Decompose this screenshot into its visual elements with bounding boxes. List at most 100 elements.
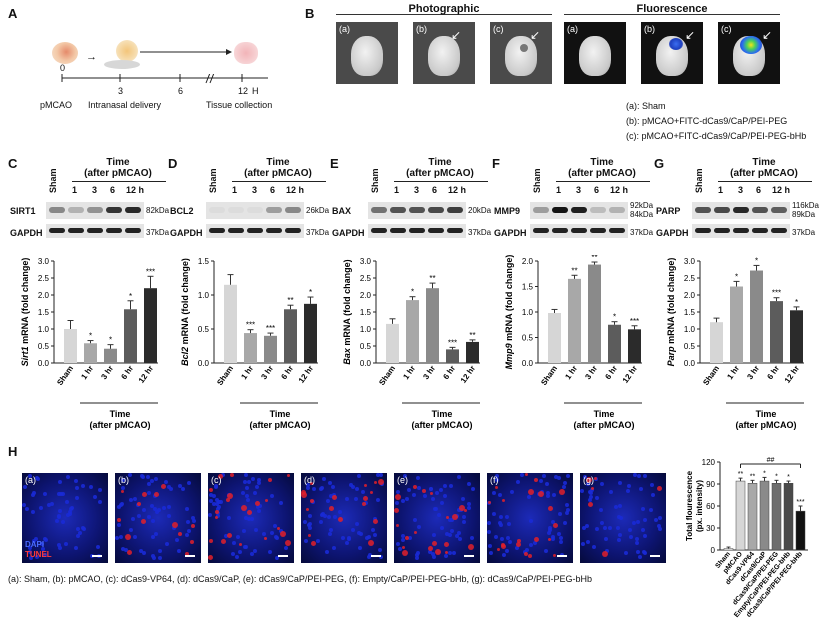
gapdh-band xyxy=(533,228,549,233)
gapdh-band xyxy=(285,228,301,233)
lane-label: 6 xyxy=(756,185,762,195)
bar xyxy=(783,483,794,551)
gapdh-band xyxy=(209,228,225,233)
gapdh-label: GAPDH xyxy=(332,228,365,238)
scale-bar xyxy=(557,555,567,557)
gapdh-band xyxy=(695,228,711,233)
y-axis-label: Bcl2 mRNA (fold change) xyxy=(180,258,190,366)
bar xyxy=(84,343,97,363)
bar xyxy=(795,510,806,551)
time-header-sub: (after pMCAO) xyxy=(568,168,636,179)
y-tick-label: 120 xyxy=(702,458,716,467)
category-label: 6 hr xyxy=(119,364,135,381)
time-header-sub: (after pMCAO) xyxy=(730,168,798,179)
protein-band xyxy=(571,207,587,213)
protein-band xyxy=(266,207,282,213)
protein-band xyxy=(733,207,749,213)
bracket-label: ## xyxy=(767,457,775,464)
protein-label: BCL2 xyxy=(170,206,194,216)
panel-label-f: F xyxy=(492,156,500,171)
scale-bar xyxy=(185,555,195,557)
lane-label-sham: Sham xyxy=(208,168,218,193)
image-label: (f) xyxy=(490,475,499,485)
bar xyxy=(244,333,257,363)
gapdh-band xyxy=(68,228,84,233)
bar xyxy=(723,548,734,551)
arrow-icon: ↙ xyxy=(451,28,462,42)
y-tick-label: 30 xyxy=(706,524,715,533)
arrow-icon: ↙ xyxy=(685,28,696,42)
time-header-sub: (after pMCAO) xyxy=(244,168,312,179)
time-bracket xyxy=(718,181,812,182)
y-tick-label: 1.0 xyxy=(522,308,534,317)
gapdh-band xyxy=(228,228,244,233)
bar xyxy=(284,309,297,363)
timeline-event: Intranasal delivery xyxy=(88,100,162,110)
time-header: Time xyxy=(106,157,130,168)
category-label: 1 hr xyxy=(725,364,741,381)
lane-label: 1 xyxy=(556,185,562,195)
gapdh-band xyxy=(371,228,387,233)
bar xyxy=(466,341,479,363)
time-header-sub: (after pMCAO) xyxy=(84,168,152,179)
x-axis-label: Time xyxy=(270,409,291,419)
lane-label: 1 xyxy=(394,185,400,195)
protein-band xyxy=(68,207,84,213)
time-header: Time xyxy=(752,157,776,168)
category-label: 6 hr xyxy=(765,364,781,381)
brain-fluor-pmcao: (b) ↙ xyxy=(641,22,703,84)
category-label: 3 hr xyxy=(745,364,761,381)
y-tick-label: 2.0 xyxy=(360,291,372,300)
gapdh-band xyxy=(125,228,141,233)
time-header: Time xyxy=(266,157,290,168)
x-axis-sublabel: (after pMCAO) xyxy=(250,420,311,430)
gapdh-band xyxy=(409,228,425,233)
gapdh-band xyxy=(266,228,282,233)
category-label: 3 hr xyxy=(259,364,275,381)
gapdh-band xyxy=(247,228,263,233)
category-label: 12 hr xyxy=(783,364,801,385)
protein-band xyxy=(228,207,244,213)
lane-label: 12 h xyxy=(286,185,305,195)
y-tick-label: 0.5 xyxy=(522,334,534,343)
category-label: 3 hr xyxy=(99,364,115,381)
category-label: 12 hr xyxy=(621,364,639,385)
protein-band xyxy=(533,207,549,213)
significance-label: * xyxy=(763,470,766,477)
protein-label: SIRT1 xyxy=(10,206,36,216)
bar xyxy=(548,313,561,363)
panel-label-d: D xyxy=(168,156,178,171)
kda-label: 37kDa xyxy=(792,228,816,237)
protein-band xyxy=(695,207,711,213)
y-axis-label: Mmp9 mRNA (fold change) xyxy=(504,255,514,369)
y-tick-label: 2.0 xyxy=(522,257,534,266)
brain-fluor-bhb: (c) ↙ xyxy=(718,22,780,84)
bar xyxy=(124,309,137,363)
panel-label-e: E xyxy=(330,156,339,171)
timeline-tick: 3 xyxy=(118,86,124,96)
category-label: Sham xyxy=(55,364,75,387)
y-tick-label: 3.0 xyxy=(38,257,50,266)
panel-label-c: C xyxy=(8,156,18,171)
y-tick-label: 2.0 xyxy=(684,291,696,300)
protein-band xyxy=(49,207,65,213)
kda-label: 116kDa xyxy=(792,201,819,210)
scale-bar xyxy=(92,555,102,557)
gapdh-band xyxy=(733,228,749,233)
significance-label: *** xyxy=(630,317,639,326)
gapdh-label: GAPDH xyxy=(10,228,43,238)
gapdh-band xyxy=(428,228,444,233)
bar xyxy=(710,322,723,363)
gapdh-band xyxy=(752,228,768,233)
y-tick-label: 0 xyxy=(711,546,716,555)
protein-label: BAX xyxy=(332,206,352,216)
brain-illustration xyxy=(234,42,258,64)
protein-label: PARP xyxy=(656,206,681,216)
brain-illustration xyxy=(52,42,78,64)
y-tick-label: 1.5 xyxy=(684,308,696,317)
y-tick-label: 2.0 xyxy=(38,291,50,300)
lane-label-sham: Sham xyxy=(370,168,380,193)
time-bracket xyxy=(72,181,166,182)
significance-label: * xyxy=(89,332,92,341)
bar xyxy=(304,303,317,363)
